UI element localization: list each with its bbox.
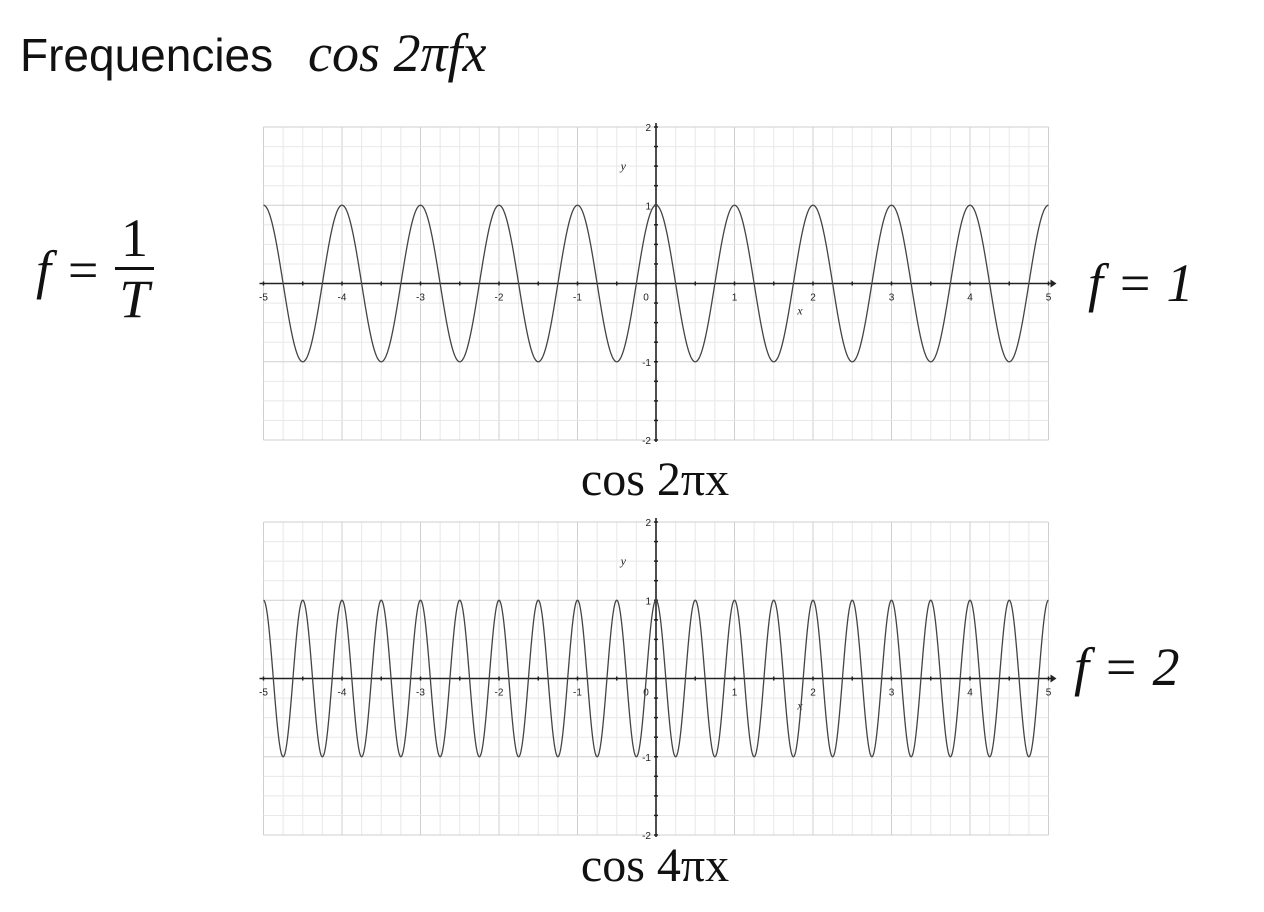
x-axis-label: x (796, 699, 803, 713)
x-tick-label: -5 (259, 688, 268, 699)
x-tick-label: -2 (495, 293, 504, 304)
x-tick-label: 1 (732, 688, 738, 699)
x-tick-label: 5 (1046, 688, 1052, 699)
y-tick-label: 2 (645, 123, 651, 134)
fraction: 1 T (114, 210, 154, 329)
x-tick-label: 2 (810, 688, 816, 699)
x-tick-label: -3 (416, 293, 425, 304)
x-tick-label: 4 (967, 293, 973, 304)
x-axis-arrow (1050, 674, 1057, 683)
x-tick-label: -1 (573, 293, 582, 304)
x-tick-label: 0 (643, 688, 649, 699)
x-tick-label: 0 (643, 293, 649, 304)
x-tick-label: -5 (259, 293, 268, 304)
y-tick-label: 1 (645, 596, 651, 607)
fraction-denominator: T (119, 268, 150, 329)
x-axis-label: x (796, 304, 803, 318)
x-axis-arrow (1050, 279, 1057, 288)
x-tick-label: -4 (338, 293, 347, 304)
label-f1: f = 1 (1088, 253, 1194, 313)
y-tick-label: -1 (642, 358, 651, 369)
y-tick-label: -1 (642, 753, 651, 764)
frequency-definition: f = 1 T (36, 210, 154, 329)
x-tick-label: -1 (573, 688, 582, 699)
y-tick-label: 2 (645, 518, 651, 529)
x-tick-label: 3 (889, 688, 895, 699)
function-curve (263, 599, 1049, 758)
x-tick-label: -4 (338, 688, 347, 699)
x-tick-label: 1 (732, 293, 738, 304)
chart-caption-1: cos 2πx (580, 453, 730, 506)
y-tick-label: 1 (645, 201, 651, 212)
slide-title: Frequencies (20, 29, 274, 81)
x-tick-label: 5 (1046, 293, 1052, 304)
fraction-numerator: 1 (114, 210, 154, 270)
chart-caption-2: cos 4πx (580, 839, 730, 892)
function-curve (263, 204, 1049, 363)
y-axis-label: y (620, 159, 627, 173)
x-tick-label: -3 (416, 688, 425, 699)
x-tick-label: 4 (967, 688, 973, 699)
definition-lhs: f = (36, 239, 101, 300)
title-formula: cos 2πfx (308, 23, 487, 83)
label-f2: f = 2 (1074, 637, 1180, 697)
y-tick-label: -2 (642, 831, 651, 842)
y-axis-label: y (620, 554, 627, 568)
y-tick-label: -2 (642, 436, 651, 447)
x-tick-label: 2 (810, 293, 816, 304)
x-tick-label: -2 (495, 688, 504, 699)
x-tick-label: 3 (889, 293, 895, 304)
